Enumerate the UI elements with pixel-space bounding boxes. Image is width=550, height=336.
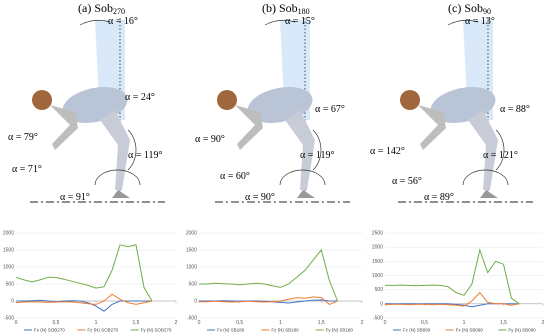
angle-label: α = 91°: [60, 192, 90, 203]
y-tick-label: -500: [373, 316, 383, 322]
y-tick-label: -500: [4, 316, 14, 322]
legend-label: Fz (N) SOB270: [87, 328, 118, 333]
series-line: [199, 248, 338, 302]
series-line: [16, 299, 152, 312]
legend-label: Fx (N) SB090: [456, 328, 484, 333]
y-tick-label: 1500: [186, 248, 197, 254]
y-tick-label: 2000: [372, 245, 383, 251]
angle-label: α = 119°: [128, 150, 163, 161]
y-tick-label: 500: [375, 287, 384, 293]
y-tick-label: 0: [11, 299, 14, 305]
angle-label: α = 60°: [220, 171, 250, 182]
panel-subscript: 180: [298, 7, 310, 16]
x-tick-label: 1,5: [133, 320, 140, 326]
panel-title: (a) Sob270: [78, 1, 125, 16]
angle-label: α = 90°: [195, 134, 225, 145]
series-line: [384, 291, 520, 307]
panel-title: (c) Sob90: [448, 1, 491, 16]
x-tick-label: 2: [361, 320, 364, 326]
panel-label: (b) Sob: [262, 1, 298, 15]
y-tick-label: 2500: [372, 231, 383, 237]
angle-label: α = 88°: [500, 104, 530, 115]
y-tick-label: 1000: [3, 265, 14, 271]
panel-title: (b) Sob180: [262, 1, 310, 16]
x-tick-label: 1: [279, 320, 282, 326]
angle-label: α = 13°: [465, 16, 495, 27]
series-line: [385, 248, 520, 305]
angle-label: α = 24°: [125, 92, 155, 103]
angle-label: α = 90°: [245, 192, 275, 203]
angle-label: α = 71°: [12, 164, 42, 175]
y-tick-label: -500: [187, 316, 197, 322]
x-tick-label: 0: [384, 320, 387, 326]
panel-label: (a) Sob: [78, 1, 113, 15]
angle-label: α = 16°: [108, 16, 138, 27]
x-tick-label: 0,5: [53, 320, 60, 326]
x-tick-label: 0,5: [236, 320, 243, 326]
y-tick-label: 2000: [186, 231, 197, 237]
y-tick-label: 1500: [372, 259, 383, 265]
x-tick-label: 1: [463, 320, 466, 326]
angle-label: α = 121°: [483, 150, 518, 161]
legend-label: Fx (N) SOB270: [34, 328, 65, 333]
y-tick-label: 0: [380, 301, 383, 307]
angle-label: α = 79°: [8, 132, 38, 143]
angle-label: α = 15°: [285, 16, 315, 27]
x-tick-label: 0: [198, 320, 201, 326]
y-tick-label: 500: [189, 282, 198, 288]
y-tick-label: 1000: [372, 273, 383, 279]
x-tick-label: 1,5: [500, 320, 507, 326]
x-tick-label: 2: [542, 320, 545, 326]
series-line: [15, 244, 153, 302]
x-tick-label: 1: [95, 320, 98, 326]
x-tick-label: 2: [175, 320, 178, 326]
angle-label: α = 67°: [315, 104, 345, 115]
legend-label: Fz (N) SB180: [271, 328, 299, 333]
x-tick-label: 0: [15, 320, 18, 326]
y-tick-label: 1000: [186, 265, 197, 271]
angle-label: α = 119°: [300, 150, 335, 161]
angle-label: α = 142°: [370, 146, 405, 157]
x-tick-label: 0,5: [421, 320, 428, 326]
legend-label: Fx (N) SB180: [217, 328, 245, 333]
legend-label: Fy (N) SOB270: [141, 328, 172, 333]
y-tick-label: 2000: [3, 231, 14, 237]
y-tick-label: 0: [194, 299, 197, 305]
panel-subscript: 90: [483, 7, 491, 16]
angle-label: α = 89°: [424, 192, 454, 203]
y-tick-label: 500: [6, 282, 15, 288]
panel-subscript: 270: [113, 7, 125, 16]
series-line: [15, 293, 153, 305]
legend-label: Fy (N) SB090: [508, 328, 536, 333]
angle-label: α = 56°: [392, 176, 422, 187]
y-tick-label: 1500: [3, 248, 14, 254]
panel-label: (c) Sob: [448, 1, 483, 15]
legend-label: Fz (N) SB090: [403, 328, 431, 333]
series-line: [199, 296, 338, 305]
x-tick-label: 1,5: [318, 320, 325, 326]
legend-label: Fy (N) SB180: [326, 328, 354, 333]
